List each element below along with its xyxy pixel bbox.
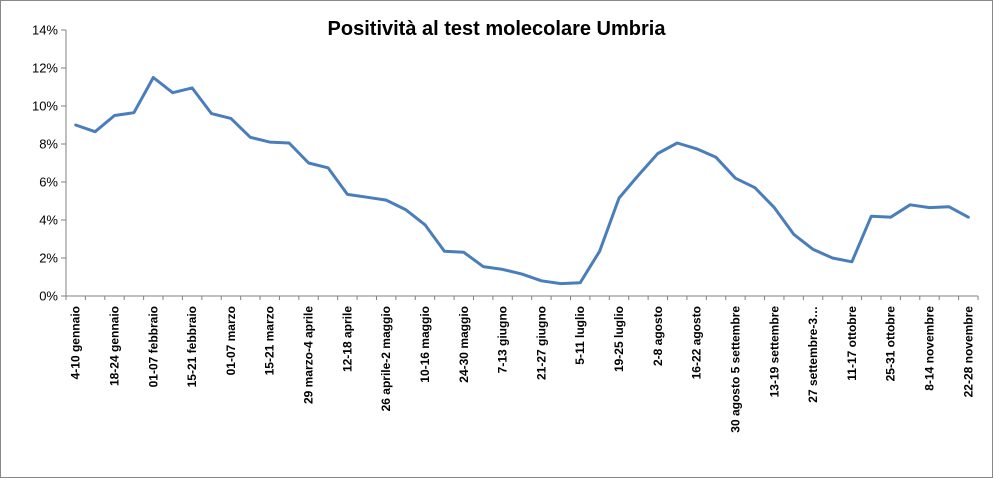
y-tick-label: 4%	[39, 213, 58, 228]
x-tick-label: 15-21 febbraio	[185, 306, 199, 387]
x-tick-label: 19-25 luglio	[612, 306, 626, 372]
y-tick-label: 8%	[39, 137, 58, 152]
y-tick-label: 10%	[32, 99, 58, 114]
x-tick-label: 29 marzo-4 aprile	[302, 306, 316, 404]
x-tick-label: 24-30 maggio	[457, 306, 471, 383]
y-tick-label: 14%	[32, 23, 58, 38]
y-axis-ticks: 0% 2% 4% 6% 8% 10% 12% 14%	[32, 23, 66, 304]
x-tick-label: 27 settembre-3…	[806, 306, 820, 403]
x-tick-label: 22-28 novembre	[961, 306, 975, 398]
x-tick-label: 15-21 marzo	[263, 306, 277, 375]
x-tick-label: 16-22 agosto	[690, 306, 704, 379]
y-tick-label: 6%	[39, 175, 58, 190]
x-tick-label: 26 aprile-2 maggio	[379, 306, 393, 411]
y-tick-label: 2%	[39, 251, 58, 266]
x-tick-label: 01-07 marzo	[224, 306, 238, 375]
x-tick-label: 8-14 novembre	[922, 306, 936, 391]
x-tick-label: 10-16 maggio	[418, 306, 432, 383]
x-tick-label: 11-17 ottobre	[845, 306, 859, 381]
y-tick-label: 0%	[39, 289, 58, 304]
x-tick-label: 7-13 giugno	[496, 306, 510, 373]
x-tick-label: 18-24 gennaio	[108, 306, 122, 386]
x-tick-label: 30 agosto 5 settembre	[728, 306, 742, 433]
x-tick-label: 13-19 settembre	[767, 306, 781, 398]
x-tick-label: 4-10 gennaio	[69, 306, 83, 379]
x-tick-label: 25-31 ottobre	[884, 306, 898, 382]
y-tick-label: 12%	[32, 61, 58, 76]
chart-title: Positività al test molecolare Umbria	[327, 18, 666, 40]
series-line	[74, 76, 970, 286]
axes	[65, 30, 978, 297]
x-tick-label: 01-07 febbraio	[146, 306, 160, 387]
series	[74, 76, 970, 286]
x-tick-label: 21-27 giugno	[534, 306, 548, 380]
x-axis-ticks: 4-10 gennaio 18-24 gennaio 01-07 febbraio 1…	[65, 296, 979, 433]
x-tick-label: 12-18 aprile	[340, 306, 354, 372]
x-tick-label: 2-8 agosto	[651, 306, 665, 366]
x-tick-label: 5-11 luglio	[573, 306, 587, 365]
